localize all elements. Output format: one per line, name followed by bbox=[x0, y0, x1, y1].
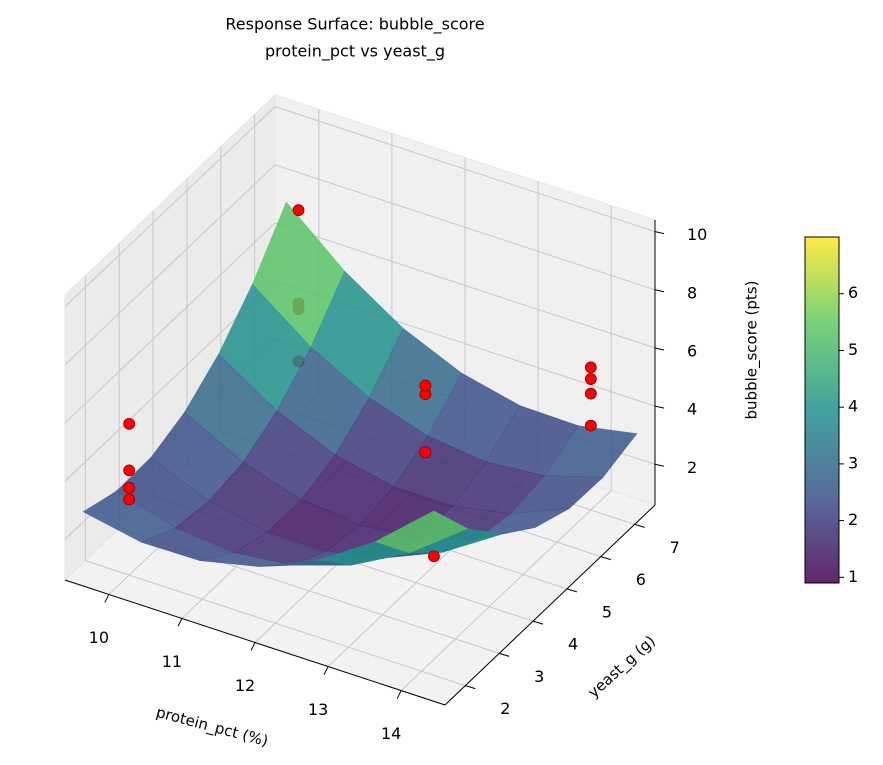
x-tick-label: 11 bbox=[162, 652, 182, 671]
x-tick-label: 12 bbox=[235, 676, 255, 695]
x-tick-label: 13 bbox=[308, 700, 328, 719]
z-axis-label: bubble_score (pts) bbox=[743, 281, 762, 420]
grid-line bbox=[400, 490, 612, 691]
tick-mark bbox=[654, 231, 665, 235]
scatter-point bbox=[123, 493, 136, 506]
grid-line bbox=[64, 164, 276, 366]
z-tick-label: 8 bbox=[687, 283, 697, 302]
scatter-point bbox=[584, 387, 597, 400]
tick-mark bbox=[396, 690, 402, 699]
y-tick-label: 5 bbox=[602, 602, 612, 621]
z-tick-label: 6 bbox=[687, 341, 697, 360]
scatter-point bbox=[292, 204, 305, 217]
tick-mark bbox=[654, 463, 665, 467]
scatter-point bbox=[123, 481, 136, 494]
x-tick-label: 14 bbox=[381, 724, 401, 743]
tick-mark bbox=[634, 523, 645, 528]
grid-line bbox=[64, 106, 276, 307]
scatter-point bbox=[584, 361, 597, 374]
z-tick-label: 2 bbox=[687, 458, 697, 477]
grid-line bbox=[274, 222, 656, 349]
grid-line bbox=[274, 106, 656, 233]
tick-mark bbox=[654, 347, 665, 351]
x-tick-label: 10 bbox=[89, 628, 109, 647]
tick-mark bbox=[654, 289, 665, 293]
chart-subtitle: protein_pct vs yeast_g bbox=[265, 42, 445, 62]
y-axis-label: yeast_g (g) bbox=[584, 632, 659, 702]
tick-mark bbox=[250, 642, 256, 651]
colorbar-tick-label: 6 bbox=[848, 283, 858, 302]
scatter-point bbox=[584, 373, 597, 385]
scatter-point bbox=[419, 379, 432, 392]
scatter-point bbox=[123, 417, 136, 430]
scatter-point bbox=[584, 419, 597, 432]
tick-mark bbox=[104, 594, 110, 603]
tick-mark bbox=[600, 556, 611, 561]
scatter-point bbox=[123, 464, 136, 477]
grid-line bbox=[64, 222, 276, 424]
y-tick-label: 3 bbox=[534, 667, 544, 686]
z-tick-label: 4 bbox=[687, 400, 697, 419]
tick-mark bbox=[654, 405, 665, 409]
y-tick-label: 6 bbox=[636, 570, 646, 589]
grid-line bbox=[274, 164, 656, 291]
axis-line bbox=[444, 504, 656, 706]
z-tick-label: 10 bbox=[687, 225, 707, 244]
x-axis-label: protein_pct (%) bbox=[154, 703, 270, 751]
tick-mark bbox=[499, 652, 510, 657]
grid-line bbox=[85, 560, 466, 687]
colorbar bbox=[804, 236, 840, 584]
colorbar-tick-label: 4 bbox=[848, 397, 858, 416]
scatter-point bbox=[419, 446, 432, 459]
tick-mark bbox=[323, 666, 329, 675]
tick-mark bbox=[465, 685, 476, 690]
chart-title: Response Surface: bubble_score bbox=[225, 15, 484, 35]
axis-line bbox=[64, 579, 446, 706]
colorbar-tick-label: 3 bbox=[848, 453, 858, 472]
surface-patch bbox=[374, 510, 469, 554]
colorbar-tick-label: 1 bbox=[848, 567, 858, 586]
y-tick-label: 7 bbox=[670, 538, 680, 557]
tick-mark bbox=[532, 620, 544, 625]
y-tick-label: 2 bbox=[500, 699, 510, 718]
tick-mark bbox=[177, 618, 183, 627]
colorbar-tick-label: 2 bbox=[848, 510, 858, 529]
tick-mark bbox=[566, 588, 578, 593]
scatter-point bbox=[428, 550, 440, 563]
colorbar-tick-label: 5 bbox=[848, 340, 858, 359]
y-tick-label: 4 bbox=[568, 635, 578, 654]
